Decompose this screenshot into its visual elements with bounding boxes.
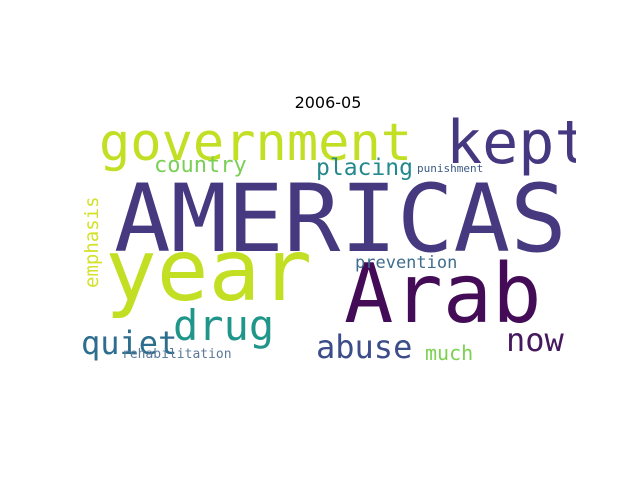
word-quiet: quiet [81,324,178,362]
word-arab: Arab [344,247,542,342]
word-kept: kept [446,115,576,178]
word-prevention: prevention [355,253,458,273]
word-americas: AMERICAS [114,165,567,274]
word-now: now [506,321,564,359]
word-drug: drug [173,301,275,350]
word-government: government [99,115,413,173]
word-emphasis: emphasis [81,196,103,288]
word-placing: placing [316,155,413,181]
word-cloud: AMERICAS year Arab government kept drug … [80,115,576,365]
word-punishment: punishment [417,162,484,175]
figure-title: 2006-05 [294,93,362,112]
word-much: much [425,341,474,365]
word-rehabilitation: rehabilitation [122,347,232,362]
word-year: year [105,221,313,321]
word-country: country [154,153,247,178]
word-abuse: abuse [316,328,413,365]
